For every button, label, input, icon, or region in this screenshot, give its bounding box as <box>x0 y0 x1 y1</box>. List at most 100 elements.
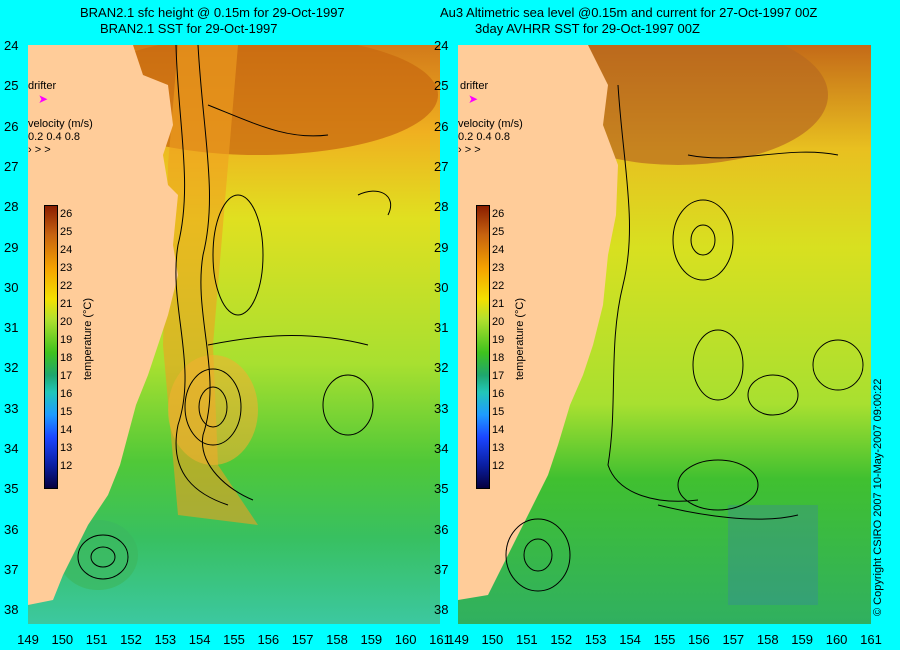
x-tick-label: 153 <box>584 632 607 647</box>
y-tick-label: 36 <box>434 521 449 537</box>
copyright-text: © Copyright CSIRO 2007 10-May-2007 09:00… <box>872 378 884 616</box>
right-velocity-legend: velocity (m/s) 0.2 0.4 0.8 › > > <box>458 118 523 157</box>
x-tick-label: 160 <box>394 632 417 647</box>
y-tick-label: 34 <box>4 441 19 456</box>
x-tick-label: 152 <box>120 632 142 647</box>
right-contours <box>505 84 864 592</box>
colorbar-tick-label: 20 <box>492 316 505 328</box>
y-tick-label: 37 <box>434 561 449 577</box>
y-tick-label: 32 <box>434 360 449 376</box>
left-velocity-scale: 0.2 0.4 0.8 <box>28 131 80 143</box>
right-map-svg <box>458 45 871 624</box>
colorbar-tick-label: 24 <box>492 244 505 256</box>
y-tick-label: 31 <box>4 320 19 336</box>
right-colorbar-title: temperature (°C) <box>514 297 526 380</box>
x-tick-label: 160 <box>825 632 848 647</box>
colorbar-tick-label: 23 <box>492 262 505 274</box>
right-land <box>458 45 618 600</box>
right-cloud-gap <box>728 505 818 605</box>
colorbar-tick-label: 20 <box>60 316 73 328</box>
right-map-panel <box>458 45 871 624</box>
colorbar-tick-label: 21 <box>60 298 73 310</box>
x-tick-label: 158 <box>756 632 779 647</box>
colorbar-tick-label: 24 <box>60 244 73 256</box>
colorbar-tick-label: 14 <box>60 424 73 436</box>
left-map-svg <box>28 45 440 624</box>
x-tick-label: 159 <box>360 632 383 647</box>
y-tick-label: 31 <box>434 320 449 336</box>
colorbar-tick-label: 25 <box>60 226 73 238</box>
y-tick-label: 30 <box>4 279 19 295</box>
x-tick-label: 155 <box>653 632 676 647</box>
left-title-line1: BRAN2.1 sfc height @ 0.15m for 29-Oct-19… <box>80 5 345 20</box>
left-contours <box>77 45 392 580</box>
y-tick-label: 25 <box>4 78 19 94</box>
y-tick-label: 29 <box>434 239 449 255</box>
right-title-line1: Au3 Altimetric sea level @0.15m and curr… <box>440 5 818 20</box>
right-drifter-icon: ➤ <box>468 92 479 106</box>
x-tick-label: 156 <box>688 632 710 647</box>
left-velocity-arrows: › > > <box>28 144 51 156</box>
y-tick-label: 32 <box>4 360 19 376</box>
y-tick-label: 33 <box>4 400 19 416</box>
left-map-panel <box>28 45 440 624</box>
y-tick-label: 36 <box>4 521 19 537</box>
colorbar-tick-label: 22 <box>60 280 73 292</box>
x-tick-label: 161 <box>429 632 451 647</box>
x-tick-label: 157 <box>291 632 314 647</box>
x-tick-label: 157 <box>722 632 745 647</box>
colorbar-tick-label: 12 <box>492 460 505 472</box>
left-colorbar-title: temperature (°C) <box>82 297 94 380</box>
x-tick-label: 150 <box>51 632 74 647</box>
x-tick-label: 158 <box>326 632 348 647</box>
colorbar-tick-label: 19 <box>60 334 73 346</box>
colorbar-tick-label: 16 <box>492 388 505 400</box>
colorbar-tick-label: 21 <box>492 298 505 310</box>
left-colorbar <box>44 205 58 489</box>
left-eddy-warm <box>168 355 258 465</box>
y-tick-label: 28 <box>434 199 449 215</box>
y-tick-label: 38 <box>4 602 19 618</box>
left-title-line2: BRAN2.1 SST for 29-Oct-1997 <box>100 21 278 36</box>
y-tick-label: 24 <box>4 38 19 53</box>
colorbar-tick-label: 16 <box>60 388 73 400</box>
x-tick-label: 153 <box>154 632 177 647</box>
right-colorbar <box>476 205 490 489</box>
left-velocity-legend: velocity (m/s) 0.2 0.4 0.8 › > > <box>28 118 93 157</box>
y-tick-label: 35 <box>434 481 449 497</box>
left-land <box>28 45 178 605</box>
y-tick-label: 35 <box>4 481 19 497</box>
colorbar-tick-label: 25 <box>492 226 505 238</box>
colorbar-tick-label: 15 <box>492 406 505 418</box>
y-tick-label: 27 <box>434 158 449 174</box>
x-tick-label: 150 <box>481 632 504 647</box>
y-tick-label: 34 <box>434 441 449 456</box>
left-drifter-label: drifter <box>28 80 57 92</box>
left-drifter-icon: ➤ <box>38 92 49 106</box>
colorbar-tick-label: 17 <box>60 370 73 382</box>
y-tick-label: 26 <box>4 118 19 134</box>
right-velocity-arrows: › > > <box>458 144 481 156</box>
y-tick-label: 38 <box>434 602 449 618</box>
y-tick-label: 28 <box>4 199 19 215</box>
colorbar-tick-label: 18 <box>60 352 73 364</box>
x-tick-label: 149 <box>17 632 39 647</box>
right-velocity-title: velocity (m/s) <box>458 118 523 130</box>
x-tick-label: 151 <box>85 632 108 647</box>
colorbar-tick-label: 13 <box>492 442 505 454</box>
colorbar-tick-label: 19 <box>492 334 505 346</box>
x-tick-label: 161 <box>860 632 882 647</box>
x-tick-label: 152 <box>550 632 573 647</box>
colorbar-tick-label: 26 <box>60 208 73 220</box>
x-tick-label: 151 <box>515 632 538 647</box>
x-tick-label: 149 <box>447 632 469 647</box>
left-velocity-title: velocity (m/s) <box>28 118 93 130</box>
x-tick-label: 154 <box>188 632 211 647</box>
colorbar-tick-label: 17 <box>492 370 505 382</box>
x-tick-label: 156 <box>257 632 280 647</box>
right-title-line2: 3day AVHRR SST for 29-Oct-1997 00Z <box>475 21 700 36</box>
y-tick-label: 29 <box>4 239 19 255</box>
colorbar-tick-label: 13 <box>60 442 73 454</box>
y-tick-label: 25 <box>434 78 449 94</box>
colorbar-tick-label: 12 <box>60 460 73 472</box>
